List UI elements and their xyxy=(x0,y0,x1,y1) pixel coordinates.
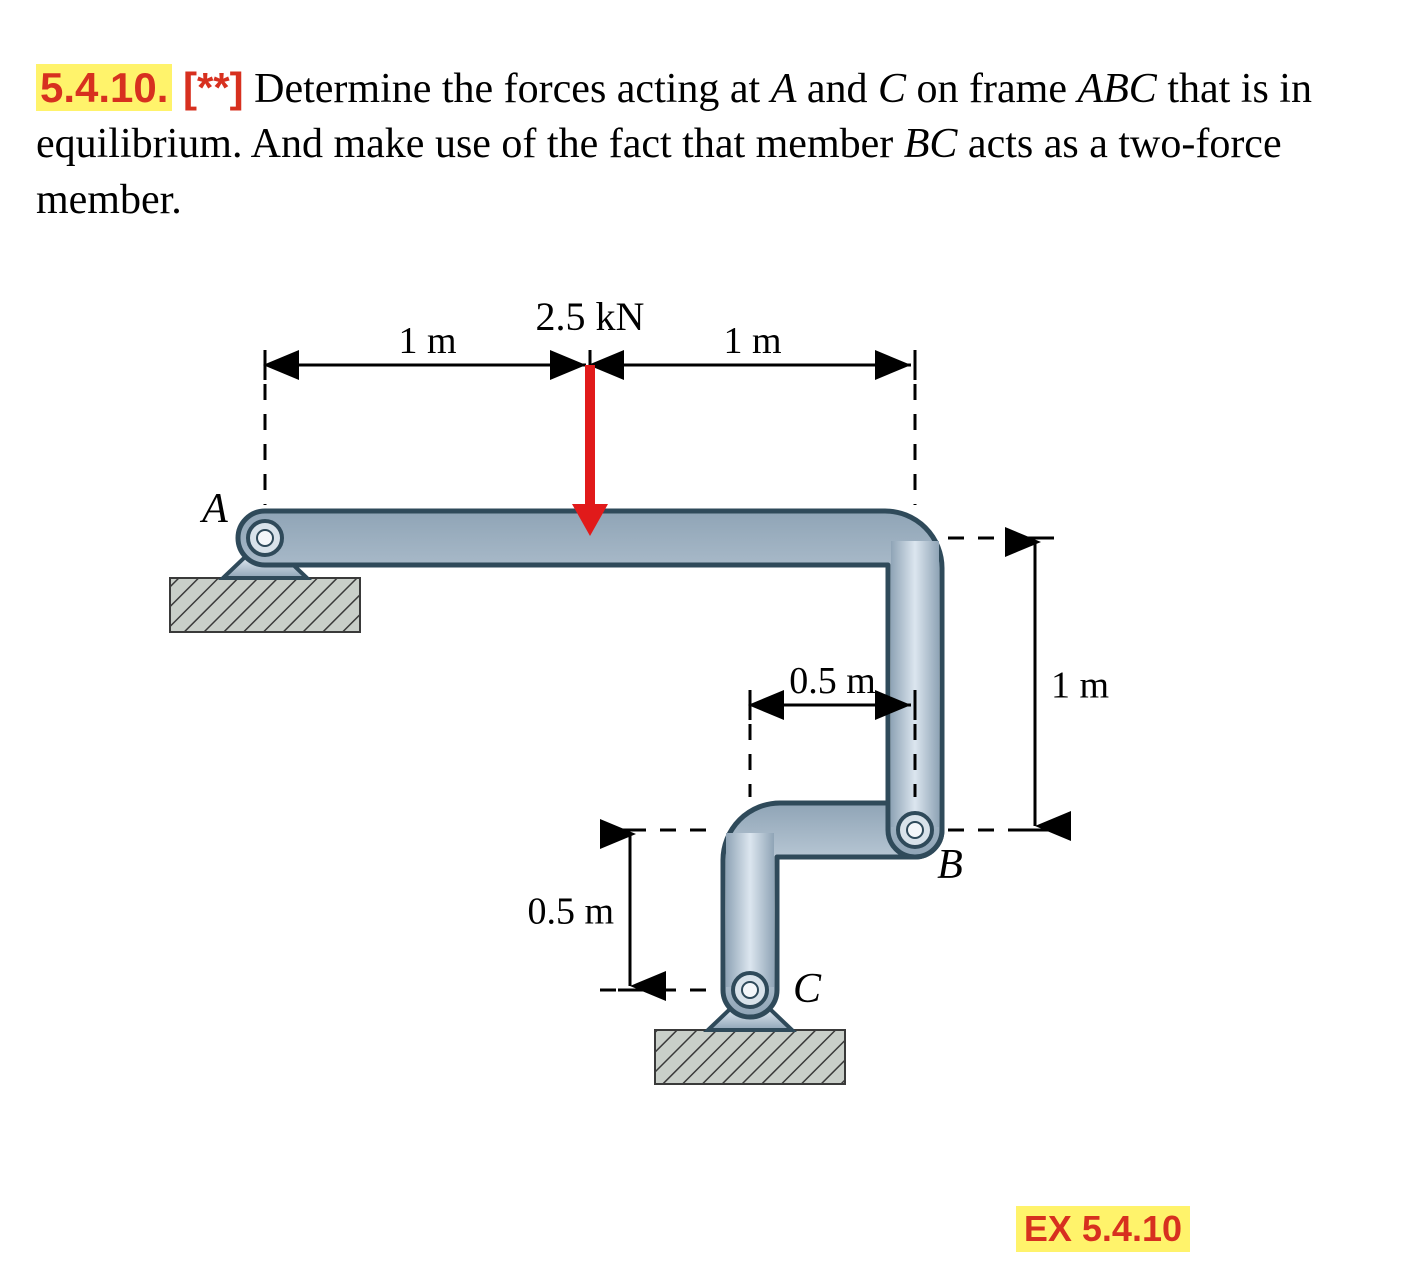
problem-statement: 5.4.10. [**] Determine the forces acting… xyxy=(36,60,1384,228)
svg-text:B: B xyxy=(937,842,963,888)
svg-text:A: A xyxy=(199,486,228,532)
figure-svg: 1 m 1 m 0.5 m 1 m 0.5 m 2.5 kN A B C xyxy=(70,270,1350,1270)
problem-number: 5.4.10. xyxy=(36,64,172,111)
problem-difficulty: [**] xyxy=(183,64,244,111)
figure: 1 m 1 m 0.5 m 1 m 0.5 m 2.5 kN A B C EX 5.4.10 xyxy=(70,270,1350,1270)
svg-text:1 m: 1 m xyxy=(1051,665,1109,707)
problem-text-1: Determine the forces acting at xyxy=(254,66,771,112)
svg-text:0.5 m: 0.5 m xyxy=(789,660,876,702)
example-label: EX 5.4.10 xyxy=(1016,1206,1190,1252)
svg-text:1 m: 1 m xyxy=(723,320,781,362)
svg-text:C: C xyxy=(793,966,822,1012)
svg-text:0.5 m: 0.5 m xyxy=(527,891,614,933)
ground-C xyxy=(655,1030,845,1084)
member-BC-vseg xyxy=(726,833,774,987)
member-name-inline: BC xyxy=(904,121,958,167)
frame-name-inline: ABC xyxy=(1077,66,1156,112)
problem-text-2: and xyxy=(796,66,878,112)
svg-text:1 m: 1 m xyxy=(398,320,456,362)
svg-text:2.5 kN: 2.5 kN xyxy=(536,294,645,339)
ground-A xyxy=(170,578,360,632)
problem-text-3: on frame xyxy=(906,66,1077,112)
point-A-inline: A xyxy=(771,66,797,112)
point-C-inline: C xyxy=(878,66,906,112)
